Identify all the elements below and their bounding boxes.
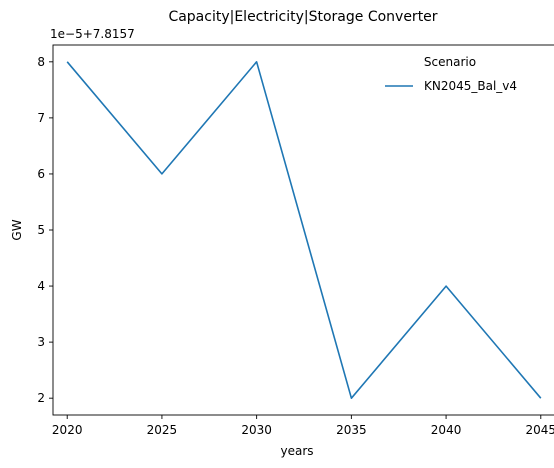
x-tick-label: 2020 bbox=[52, 423, 83, 437]
legend: Scenario KN2045_Bal_v4 bbox=[385, 55, 517, 93]
x-tick-label: 2035 bbox=[336, 423, 367, 437]
x-axis-ticks: 2020 2025 2030 2035 2040 2045 bbox=[52, 415, 554, 437]
x-tick-label: 2040 bbox=[431, 423, 462, 437]
legend-title: Scenario bbox=[424, 55, 476, 69]
x-axis-label: years bbox=[280, 444, 313, 458]
x-tick-label: 2045 bbox=[526, 423, 554, 437]
y-tick-label: 8 bbox=[37, 55, 45, 69]
y-tick-label: 7 bbox=[37, 111, 45, 125]
chart-title: Capacity|Electricity|Storage Converter bbox=[168, 9, 437, 25]
y-tick-label: 2 bbox=[37, 391, 45, 405]
x-tick-label: 2030 bbox=[241, 423, 272, 437]
y-tick-label: 4 bbox=[37, 279, 45, 293]
y-axis-ticks: 2 3 4 5 6 7 8 bbox=[37, 55, 53, 405]
legend-entry-label: KN2045_Bal_v4 bbox=[424, 79, 517, 93]
y-tick-label: 3 bbox=[37, 335, 45, 349]
y-tick-label: 6 bbox=[37, 167, 45, 181]
x-tick-label: 2025 bbox=[147, 423, 178, 437]
y-axis-offset-label: 1e−5+7.8157 bbox=[50, 27, 135, 41]
series-line-kn2045-bal-v4 bbox=[66, 60, 542, 400]
plot-frame bbox=[52, 44, 554, 416]
y-axis-label: GW bbox=[10, 219, 24, 240]
y-tick-label: 5 bbox=[37, 223, 45, 237]
